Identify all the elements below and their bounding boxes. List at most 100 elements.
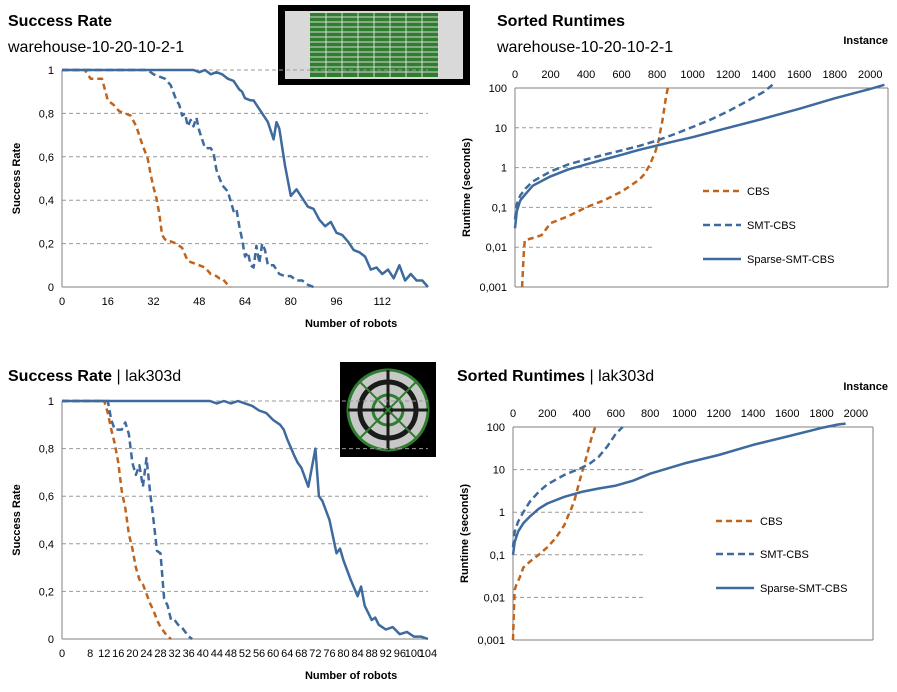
y-axis-label: Runtime (seconds) <box>461 138 473 237</box>
chart-sr-lak: Success Rate | lak303d 0 0,2 0,4 0,6 0,8 1 0 8 12… <box>8 368 437 682</box>
y-tick-label: 10 <box>495 123 507 135</box>
y-tick-label: 0 <box>48 634 54 646</box>
x-tick-label: 1600 <box>787 69 811 81</box>
x-tick-label: 64 <box>281 648 293 660</box>
series-line-cbs <box>520 87 670 288</box>
x-tick-label: 8 <box>87 648 93 660</box>
chart-title: Sorted Runtimes <box>497 13 625 30</box>
legend-label-sparse-smt-cbs: Sparse-SMT-CBS <box>747 254 834 266</box>
x-tick-label: 68 <box>295 648 307 660</box>
x-tick-label: 80 <box>337 648 349 660</box>
x-tick-label: 48 <box>225 648 237 660</box>
x-axis-label: Number of robots <box>305 670 397 682</box>
legend-label-smt-cbs: SMT-CBS <box>747 220 796 232</box>
y-tick-label: 0,6 <box>39 491 54 503</box>
lak303d-map-thumbnail <box>340 362 436 457</box>
x-tick-label: 96 <box>330 296 342 308</box>
x-tick-label: 800 <box>641 408 659 420</box>
chart-title: Success Rate | lak303d <box>8 368 181 385</box>
y-tick-label: 0,001 <box>479 282 507 294</box>
y-axis-label: Success Rate <box>11 484 23 556</box>
series-line-smt-cbs <box>513 83 774 220</box>
x-tick-label: 1600 <box>775 408 799 420</box>
x-tick-label: 52 <box>239 648 251 660</box>
legend-label-sparse-smt-cbs: Sparse-SMT-CBS <box>760 583 847 595</box>
y-tick-label: 100 <box>487 422 505 434</box>
chart-sr-warehouse: Success Rate warehouse-10-20-10-2-1 0 0,2 0,… <box>7 13 429 330</box>
chart-title-suffix: | lak303d <box>585 368 654 385</box>
series-line-smt-cbs <box>62 399 193 641</box>
series-line-smt-cbs <box>62 68 315 289</box>
series-line-cbs <box>62 399 172 641</box>
x-tick-label: 80 <box>285 296 297 308</box>
x-tick-label: 100 <box>405 648 423 660</box>
x-tick-label: 800 <box>648 69 666 81</box>
x-tick-label: 88 <box>366 648 378 660</box>
y-tick-label: 10 <box>493 465 505 477</box>
y-tick-label: 0,6 <box>39 152 54 164</box>
x-tick-label: 32 <box>147 296 159 308</box>
chart-title: Sorted Runtimes | lak303d <box>457 368 654 385</box>
y-tick-label: 0,1 <box>492 202 507 214</box>
y-tick-label: 0,2 <box>39 586 54 598</box>
x-tick-label: 1000 <box>680 69 704 81</box>
x-tick-label: 1200 <box>706 408 730 420</box>
legend-label-cbs: CBS <box>760 516 783 528</box>
y-tick-label: 1 <box>48 396 54 408</box>
x-tick-label: 64 <box>239 296 251 308</box>
y-tick-label: 0,01 <box>486 242 507 254</box>
warehouse-map-thumbnail <box>278 5 470 85</box>
y-axis-label: Success Rate <box>11 143 23 215</box>
series-line-sparse-smt-cbs <box>513 83 885 229</box>
x-axis-label: Instance <box>843 35 888 47</box>
x-tick-label: 92 <box>380 648 392 660</box>
x-tick-label: 1800 <box>809 408 833 420</box>
x-tick-label: 36 <box>183 648 195 660</box>
chart-title: Success Rate <box>8 13 112 30</box>
series-line-sparse-smt-cbs <box>62 68 429 288</box>
x-tick-label: 20 <box>126 648 138 660</box>
x-tick-label: 16 <box>112 648 124 660</box>
y-tick-label: 0,01 <box>484 592 505 604</box>
x-tick-label: 600 <box>612 69 630 81</box>
x-axis-label: Instance <box>843 381 888 393</box>
x-tick-label: 56 <box>253 648 265 660</box>
chart-title-main: Success Rate <box>8 368 112 385</box>
chart-title-main: Sorted Runtimes <box>457 368 585 385</box>
x-tick-label: 1000 <box>672 408 696 420</box>
x-tick-label: 48 <box>193 296 205 308</box>
x-tick-label: 1400 <box>741 408 765 420</box>
y-tick-label: 0,1 <box>490 550 505 562</box>
y-tick-label: 0,001 <box>477 635 505 647</box>
x-tick-label: 400 <box>572 408 590 420</box>
x-tick-label: 1200 <box>716 69 740 81</box>
x-tick-label: 200 <box>541 69 559 81</box>
chart-subtitle: warehouse-10-20-10-2-1 <box>7 39 184 56</box>
series-line-smt-cbs <box>511 426 624 548</box>
y-tick-label: 0,8 <box>39 444 54 456</box>
chart-rt-lak: Sorted Runtimes | lak303d 0,001 0,01 0,1 1 10… <box>457 368 888 647</box>
chart-title-main: Sorted Runtimes <box>497 13 625 30</box>
x-tick-label: 112 <box>373 296 391 308</box>
series-line-cbs <box>511 426 597 641</box>
x-tick-label: 0 <box>59 296 65 308</box>
legend-label-smt-cbs: SMT-CBS <box>760 549 809 561</box>
x-tick-label: 24 <box>140 648 152 660</box>
x-tick-label: 84 <box>351 648 363 660</box>
x-tick-label: 12 <box>98 648 110 660</box>
chart-subtitle: warehouse-10-20-10-2-1 <box>496 39 673 56</box>
x-tick-label: 60 <box>267 648 279 660</box>
x-tick-label: 2000 <box>858 69 882 81</box>
x-tick-label: 44 <box>211 648 223 660</box>
y-axis-label: Runtime (seconds) <box>459 484 471 583</box>
x-tick-label: 76 <box>323 648 335 660</box>
y-tick-label: 0,8 <box>39 108 54 120</box>
legend-label-cbs: CBS <box>747 186 770 198</box>
series-line-sparse-smt-cbs <box>62 399 429 641</box>
x-tick-label: 32 <box>168 648 180 660</box>
series-line-sparse-smt-cbs <box>511 422 846 555</box>
x-tick-label: 400 <box>577 69 595 81</box>
x-tick-label: 72 <box>309 648 321 660</box>
x-tick-label: 0 <box>59 648 65 660</box>
